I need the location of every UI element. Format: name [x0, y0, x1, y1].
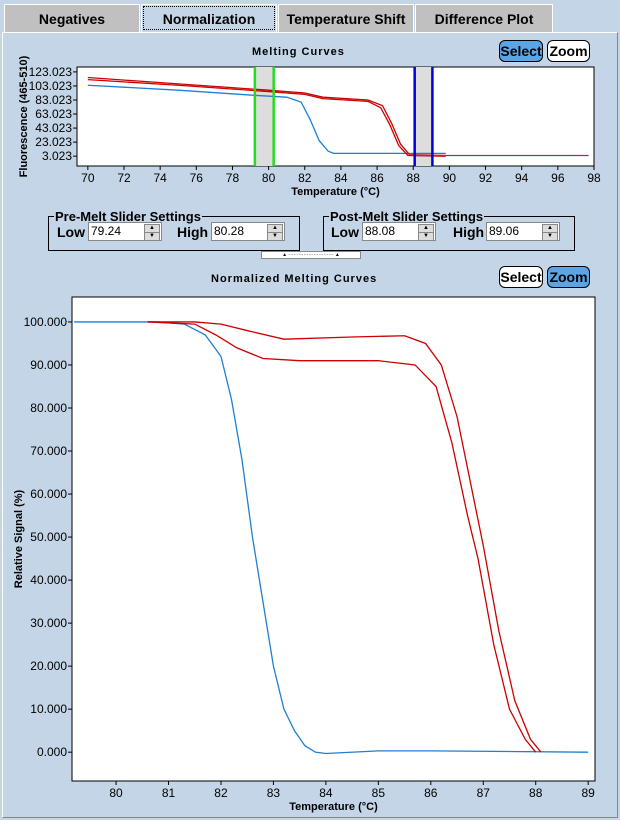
- x-tick-label: 83: [267, 786, 281, 800]
- x-tick-label: 94: [515, 171, 529, 185]
- x-tick-label: 96: [551, 171, 565, 185]
- x-tick-label: 76: [190, 171, 204, 185]
- post-low-spinner[interactable]: 88.08 ▲ ▼: [362, 222, 436, 241]
- pre-low-value: 79.24: [91, 224, 122, 238]
- y-tick-label: 3.023: [42, 149, 72, 163]
- top-zoom-button[interactable]: Zoom: [547, 40, 590, 62]
- tab-normalization[interactable]: Normalization: [141, 4, 277, 32]
- x-tick-label: 88: [407, 171, 421, 185]
- y-tick-label: 40.000: [30, 573, 67, 587]
- x-tick-label: 92: [479, 171, 493, 185]
- x-tick-label: 82: [298, 171, 312, 185]
- y-tick-label: 63.023: [35, 107, 72, 121]
- x-tick-label: 86: [424, 786, 438, 800]
- tab-temperature-shift[interactable]: Temperature Shift: [278, 4, 414, 32]
- x-tick-label: 70: [81, 171, 95, 185]
- y-tick-label: 23.023: [35, 135, 72, 149]
- splitter-handle[interactable]: ▲ ··························· ▲: [261, 251, 361, 259]
- plot-area: [71, 296, 596, 782]
- series-line: [87, 84, 446, 155]
- y-tick-label: 0.000: [37, 745, 67, 759]
- x-axis-label: Temperature (°C): [291, 186, 380, 198]
- pre-low-label: Low: [57, 224, 85, 240]
- pre-melt-settings: Pre-Melt Slider Settings: [48, 209, 300, 251]
- normalization-panel: [2, 32, 618, 818]
- series-line: [87, 76, 446, 157]
- post-low-value: 88.08: [365, 224, 396, 238]
- x-tick-label: 84: [319, 786, 333, 800]
- x-tick-label: 86: [370, 171, 384, 185]
- y-tick-label: 83.023: [35, 93, 72, 107]
- x-tick-label: 72: [117, 171, 131, 185]
- y-tick-label: 123.023: [29, 65, 73, 79]
- post-high-label: High: [453, 224, 485, 240]
- x-tick-label: 90: [443, 171, 457, 185]
- y-tick-label: 80.000: [30, 401, 67, 415]
- tab-negatives[interactable]: Negatives: [4, 4, 140, 32]
- y-tick-label: 100.000: [24, 315, 68, 329]
- y-tick-label: 20.000: [30, 659, 67, 673]
- tab-difference-plot[interactable]: Difference Plot: [415, 4, 553, 32]
- x-tick-label: 78: [226, 171, 240, 185]
- x-tick-label: 74: [153, 171, 167, 185]
- melting-curves-title: Melting Curves: [252, 46, 345, 58]
- x-tick-label: 81: [162, 786, 176, 800]
- pre-melt-legend: Pre-Melt Slider Settings: [55, 209, 201, 224]
- y-tick-label: 60.000: [30, 487, 67, 501]
- melting-curves-chart[interactable]: 70 72 74 76 78 80 82 84 86 88 90 92 94 96 98 3.02323.02…: [0, 55, 620, 200]
- y-tick-label: 43.023: [35, 121, 72, 135]
- y-axis-label: Relative Signal (%): [13, 489, 25, 588]
- x-tick-label: 84: [334, 171, 348, 185]
- pre-low-spinner[interactable]: 79.24 ▲ ▼: [88, 222, 162, 241]
- y-tick-label: 10.000: [30, 702, 67, 716]
- x-tick-label: 80: [262, 171, 276, 185]
- pre-high-label: High: [177, 224, 209, 240]
- normalized-curves-title: Normalized Melting Curves: [211, 273, 378, 285]
- slider-region: [254, 67, 274, 166]
- x-tick-label: 89: [582, 786, 596, 800]
- series-line: [74, 321, 589, 755]
- post-melt-settings: Post-Melt Slider Settings: [323, 209, 575, 251]
- pre-high-value: 80.28: [214, 224, 245, 238]
- x-tick-label: 85: [372, 786, 386, 800]
- y-tick-label: 90.000: [30, 358, 67, 372]
- post-low-label: Low: [331, 224, 359, 240]
- spin-down-icon[interactable]: ▼: [542, 232, 558, 241]
- series-line: [147, 321, 537, 753]
- bottom-zoom-button[interactable]: Zoom: [547, 266, 590, 288]
- pre-high-spinner[interactable]: 80.28 ▲ ▼: [211, 222, 285, 241]
- bottom-select-button[interactable]: Select: [499, 266, 543, 288]
- y-axis-label: Fluorescence (465-510): [18, 55, 30, 177]
- post-high-value: 89.06: [489, 224, 520, 238]
- series-line: [87, 78, 446, 157]
- x-tick-label: 88: [529, 786, 543, 800]
- x-tick-label: 82: [214, 786, 228, 800]
- x-axis-label: Temperature (°C): [289, 801, 378, 813]
- spin-down-icon[interactable]: ▼: [144, 232, 160, 241]
- top-select-button[interactable]: Select: [499, 40, 543, 62]
- post-melt-legend: Post-Melt Slider Settings: [330, 209, 484, 224]
- y-tick-label: 50.000: [30, 530, 67, 544]
- x-tick-label: 98: [587, 171, 601, 185]
- post-high-spinner[interactable]: 89.06 ▲ ▼: [486, 222, 560, 241]
- normalized-curves-chart[interactable]: 80 81 82 83 84 85 86 87 88 89 0.000 10.000 20.000 30.…: [0, 285, 620, 815]
- y-tick-label: 103.023: [29, 79, 73, 93]
- x-tick-label: 80: [109, 786, 123, 800]
- spin-down-icon[interactable]: ▼: [418, 232, 434, 241]
- slider-region: [414, 67, 433, 166]
- x-tick-label: 87: [477, 786, 491, 800]
- spin-down-icon[interactable]: ▼: [267, 232, 283, 241]
- y-tick-label: 30.000: [30, 616, 67, 630]
- series-line: [147, 321, 542, 753]
- plot-area: [76, 66, 595, 167]
- y-tick-label: 70.000: [30, 444, 67, 458]
